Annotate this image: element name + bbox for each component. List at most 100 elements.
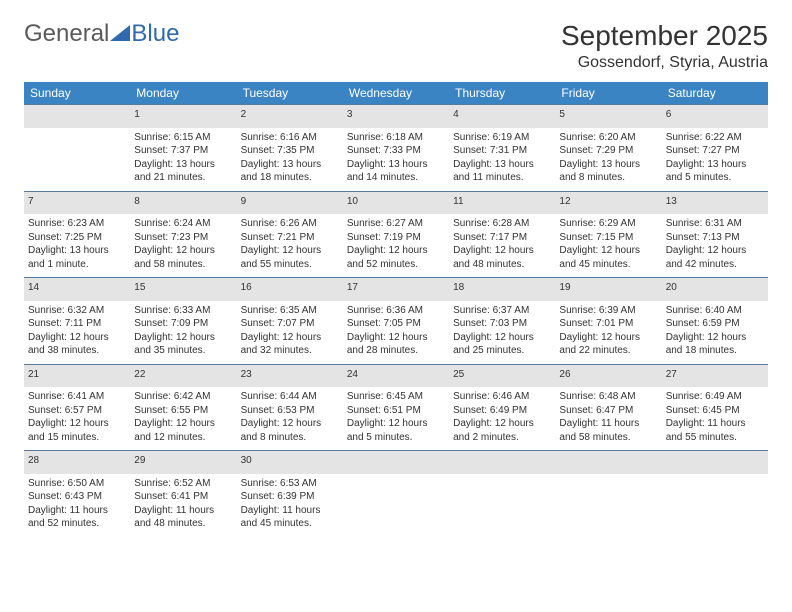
sunrise-text: Sunrise: 6:46 AM <box>453 390 551 404</box>
day-cell: Sunrise: 6:44 AMSunset: 6:53 PMDaylight:… <box>237 387 343 451</box>
sunset-text: Sunset: 6:39 PM <box>241 490 339 504</box>
daylight-text: and 8 minutes. <box>559 171 657 185</box>
daylight-text: Daylight: 11 hours <box>559 417 657 431</box>
location-label: Gossendorf, Styria, Austria <box>561 54 768 72</box>
day-cell: Sunrise: 6:29 AMSunset: 7:15 PMDaylight:… <box>555 214 661 278</box>
sunset-text: Sunset: 6:59 PM <box>666 317 764 331</box>
daylight-text: Daylight: 12 hours <box>453 331 551 345</box>
daylight-text: and 1 minute. <box>28 258 126 272</box>
day-number: 18 <box>449 278 555 301</box>
day-number: 12 <box>555 191 661 214</box>
daylight-text: and 48 minutes. <box>134 517 232 531</box>
daylight-text: Daylight: 13 hours <box>666 158 764 172</box>
sunrise-text: Sunrise: 6:36 AM <box>347 304 445 318</box>
daylight-text: Daylight: 12 hours <box>559 331 657 345</box>
daylight-text: and 25 minutes. <box>453 344 551 358</box>
daylight-text: and 52 minutes. <box>347 258 445 272</box>
sunset-text: Sunset: 6:43 PM <box>28 490 126 504</box>
day-cell: Sunrise: 6:23 AMSunset: 7:25 PMDaylight:… <box>24 214 130 278</box>
day-number: 3 <box>343 105 449 128</box>
day-number: 7 <box>24 191 130 214</box>
day-cell: Sunrise: 6:45 AMSunset: 6:51 PMDaylight:… <box>343 387 449 451</box>
daylight-text: and 45 minutes. <box>241 517 339 531</box>
sunset-text: Sunset: 7:29 PM <box>559 144 657 158</box>
sunrise-text: Sunrise: 6:23 AM <box>28 217 126 231</box>
day-cell: Sunrise: 6:53 AMSunset: 6:39 PMDaylight:… <box>237 474 343 537</box>
sunset-text: Sunset: 6:47 PM <box>559 404 657 418</box>
day-number: 13 <box>662 191 768 214</box>
day-info-row: Sunrise: 6:50 AMSunset: 6:43 PMDaylight:… <box>24 474 768 537</box>
sunset-text: Sunset: 7:11 PM <box>28 317 126 331</box>
daylight-text: and 12 minutes. <box>134 431 232 445</box>
daylight-text: and 15 minutes. <box>28 431 126 445</box>
day-cell <box>24 128 130 192</box>
day-number: 11 <box>449 191 555 214</box>
sunset-text: Sunset: 7:25 PM <box>28 231 126 245</box>
daylight-text: and 22 minutes. <box>559 344 657 358</box>
day-number: 25 <box>449 364 555 387</box>
day-info-row: Sunrise: 6:41 AMSunset: 6:57 PMDaylight:… <box>24 387 768 451</box>
day-number <box>555 451 661 474</box>
day-cell: Sunrise: 6:35 AMSunset: 7:07 PMDaylight:… <box>237 301 343 365</box>
daylight-text: Daylight: 11 hours <box>666 417 764 431</box>
sunset-text: Sunset: 6:55 PM <box>134 404 232 418</box>
sunset-text: Sunset: 6:53 PM <box>241 404 339 418</box>
day-cell: Sunrise: 6:26 AMSunset: 7:21 PMDaylight:… <box>237 214 343 278</box>
sunrise-text: Sunrise: 6:20 AM <box>559 131 657 145</box>
sunrise-text: Sunrise: 6:29 AM <box>559 217 657 231</box>
sunset-text: Sunset: 7:35 PM <box>241 144 339 158</box>
day-number: 26 <box>555 364 661 387</box>
calendar-table: Sunday Monday Tuesday Wednesday Thursday… <box>24 82 768 537</box>
day-info-row: Sunrise: 6:32 AMSunset: 7:11 PM Daylight:… <box>24 301 768 365</box>
day-number: 10 <box>343 191 449 214</box>
daylight-text: and 5 minutes. <box>347 431 445 445</box>
day-cell: Sunrise: 6:24 AMSunset: 7:23 PMDaylight:… <box>130 214 236 278</box>
daylight-text: Daylight: 12 hours <box>347 417 445 431</box>
daylight-text: and 2 minutes. <box>453 431 551 445</box>
sunset-text: Sunset: 7:17 PM <box>453 231 551 245</box>
day-cell: Sunrise: 6:46 AMSunset: 6:49 PMDaylight:… <box>449 387 555 451</box>
daylight-text: Daylight: 12 hours <box>453 244 551 258</box>
daylight-text: and 32 minutes. <box>241 344 339 358</box>
title-block: September 2025 Gossendorf, Styria, Austr… <box>561 20 768 72</box>
day-number-row: 78910111213 <box>24 191 768 214</box>
daylight-text: Daylight: 12 hours <box>347 244 445 258</box>
sunrise-text: Sunrise: 6:37 AM <box>453 304 551 318</box>
day-cell: Sunrise: 6:37 AMSunset: 7:03 PMDaylight:… <box>449 301 555 365</box>
day-number: 30 <box>237 451 343 474</box>
sunrise-text: Sunrise: 6:50 AM <box>28 477 126 491</box>
sunset-text: Sunset: 6:49 PM <box>453 404 551 418</box>
sunset-text: Sunset: 7:31 PM <box>453 144 551 158</box>
day-header: Friday <box>555 82 661 105</box>
day-number: 21 <box>24 364 130 387</box>
daylight-text: Daylight: 13 hours <box>241 158 339 172</box>
daylight-text: Daylight: 12 hours <box>241 331 339 345</box>
sunrise-text: Sunrise: 6:19 AM <box>453 131 551 145</box>
sunrise-text: Sunrise: 6:32 AM <box>28 304 126 318</box>
daylight-text: and 48 minutes. <box>453 258 551 272</box>
sunset-text: Sunset: 7:13 PM <box>666 231 764 245</box>
day-cell: Sunrise: 6:31 AMSunset: 7:13 PMDaylight:… <box>662 214 768 278</box>
sunset-text: Sunset: 7:07 PM <box>241 317 339 331</box>
day-number: 5 <box>555 105 661 128</box>
daylight-text: and 52 minutes. <box>28 517 126 531</box>
day-number: 6 <box>662 105 768 128</box>
day-cell: Sunrise: 6:42 AMSunset: 6:55 PMDaylight:… <box>130 387 236 451</box>
daylight-text: and 21 minutes. <box>134 171 232 185</box>
daylight-text: and 55 minutes. <box>241 258 339 272</box>
day-cell: Sunrise: 6:22 AMSunset: 7:27 PMDaylight:… <box>662 128 768 192</box>
day-cell <box>555 474 661 537</box>
daylight-text: and 58 minutes. <box>559 431 657 445</box>
day-cell: Sunrise: 6:40 AMSunset: 6:59 PMDaylight:… <box>662 301 768 365</box>
day-cell: Sunrise: 6:48 AMSunset: 6:47 PMDaylight:… <box>555 387 661 451</box>
day-header-row: Sunday Monday Tuesday Wednesday Thursday… <box>24 82 768 105</box>
day-header: Tuesday <box>237 82 343 105</box>
day-number: 17 <box>343 278 449 301</box>
sunset-text: Sunset: 7:37 PM <box>134 144 232 158</box>
daylight-text: and 14 minutes. <box>347 171 445 185</box>
day-number: 16 <box>237 278 343 301</box>
sunset-text: Sunset: 7:27 PM <box>666 144 764 158</box>
daylight-text: Daylight: 12 hours <box>134 244 232 258</box>
sunrise-text: Sunrise: 6:52 AM <box>134 477 232 491</box>
day-header: Sunday <box>24 82 130 105</box>
